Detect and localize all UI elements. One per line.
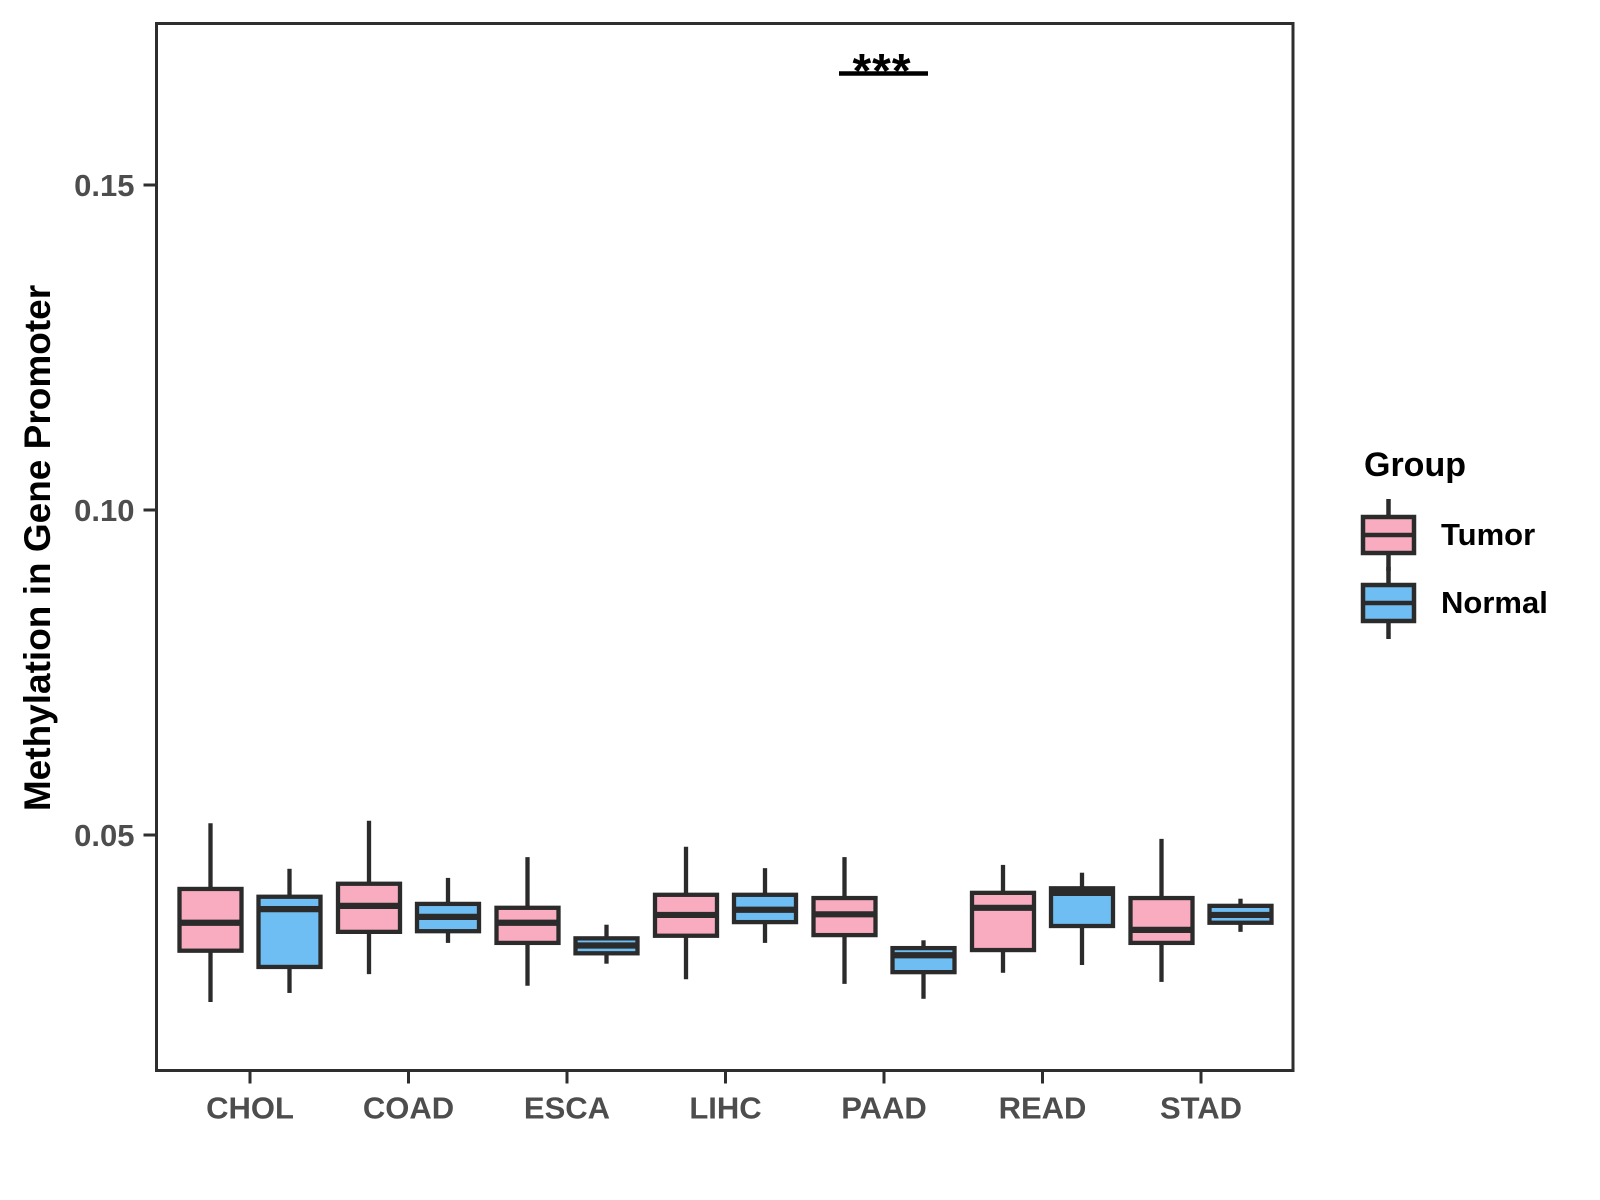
y-axis-title: Methylation in Gene Promoter [17, 284, 58, 812]
box-tumor-READ [969, 890, 1037, 953]
x-label-READ: READ [999, 1091, 1087, 1126]
x-label-ESCA: ESCA [524, 1091, 610, 1126]
y-tick-label-0.05: 0.05 [74, 818, 134, 853]
x-label-LIHC: LIHC [689, 1091, 761, 1126]
panel-border [155, 22, 1295, 1072]
y-tick-label-0.10: 0.10 [74, 493, 134, 528]
y-tick-label-0.15: 0.15 [74, 168, 134, 203]
normal-boxplot-key-icon [1360, 567, 1417, 639]
legend: Group Tumor Normal [1360, 446, 1548, 639]
x-label-STAD: STAD [1160, 1091, 1242, 1126]
x-label-CHOL: CHOL [206, 1091, 294, 1126]
tumor-boxplot-key-icon [1360, 499, 1417, 571]
legend-label-normal: Normal [1441, 585, 1548, 620]
x-label-COAD: COAD [363, 1091, 454, 1126]
x-label-PAAD: PAAD [841, 1091, 927, 1126]
legend-item-normal: Normal [1360, 567, 1548, 639]
legend-title: Group [1364, 446, 1466, 484]
legend-item-tumor: Tumor [1360, 499, 1548, 571]
significance-stars: *** [852, 45, 911, 98]
legend-label-tumor: Tumor [1441, 517, 1536, 552]
box-normal-PAAD [890, 945, 957, 975]
box-tumor-STAD [1128, 895, 1195, 946]
